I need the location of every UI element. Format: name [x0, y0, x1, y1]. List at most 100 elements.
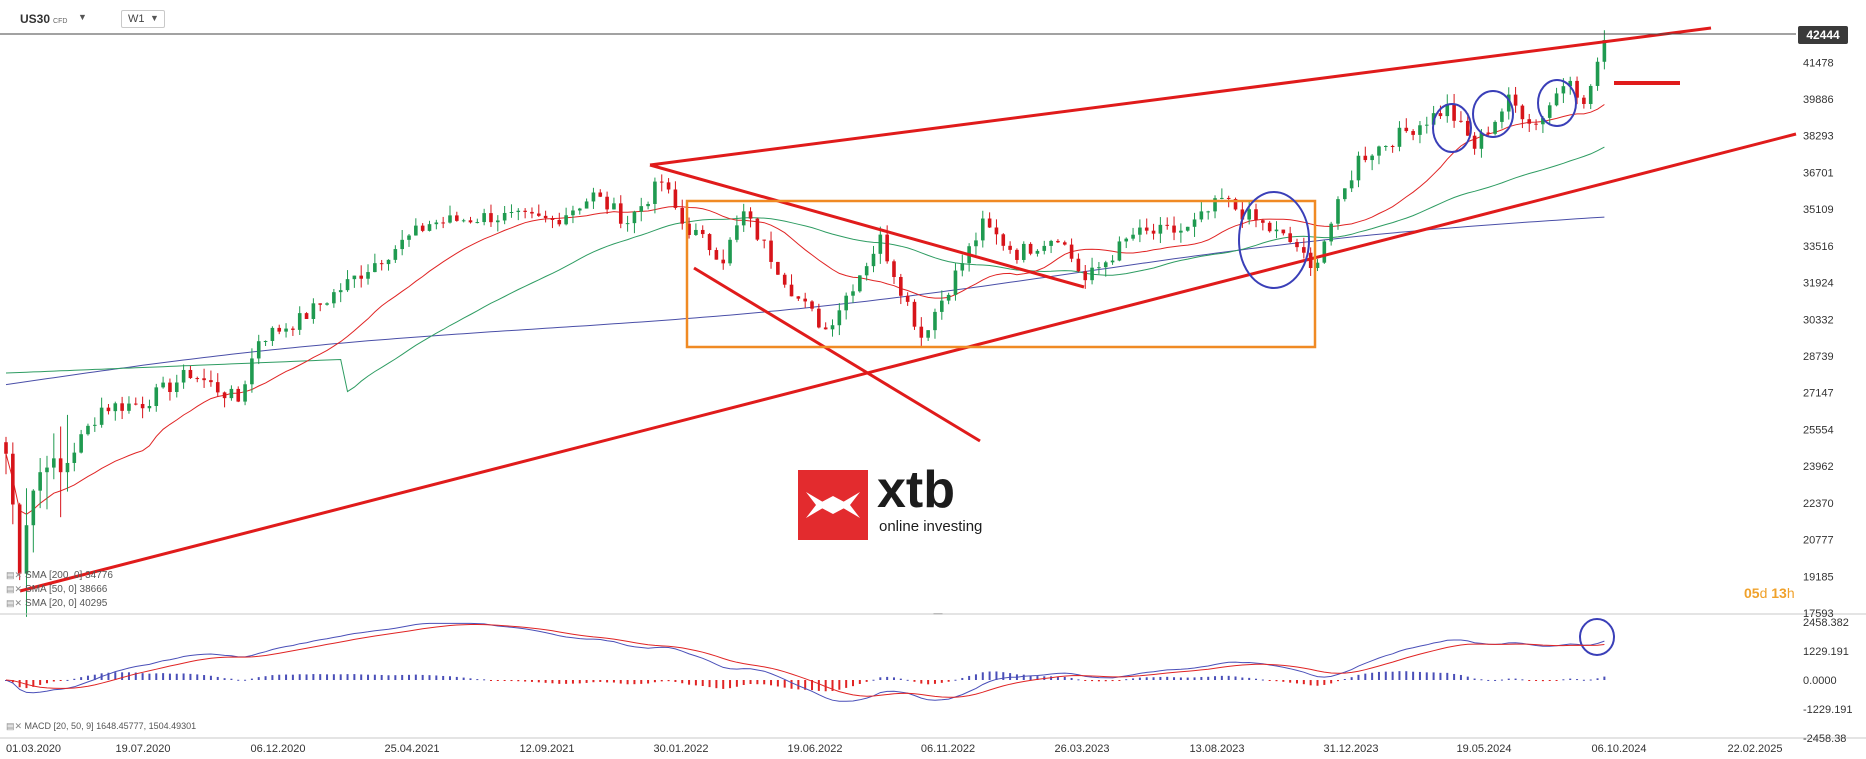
- candle: [1588, 84, 1593, 110]
- macd-panel: [5, 622, 1606, 702]
- candle-body: [461, 220, 466, 222]
- candle: [31, 489, 36, 553]
- candle-body: [1090, 267, 1094, 281]
- macd-histogram-bar: [715, 680, 718, 689]
- macd-histogram-bar: [892, 677, 895, 680]
- candle: [584, 198, 589, 209]
- macd-histogram-bar: [1227, 675, 1230, 680]
- timeframe-selector[interactable]: W1 ▼: [121, 10, 165, 28]
- x-tick-label: 19.07.2020: [115, 743, 170, 755]
- macd-histogram-bar: [1125, 679, 1128, 681]
- x-tick-label: 25.04.2021: [384, 743, 439, 755]
- macd-histogram-bar: [565, 680, 568, 684]
- candle-body: [844, 295, 848, 311]
- candle: [1008, 241, 1012, 254]
- macd-histogram-bar: [619, 680, 622, 684]
- candle-body: [1295, 241, 1299, 248]
- candle-body: [1274, 229, 1279, 232]
- candle: [844, 292, 848, 320]
- macd-histogram-bar: [524, 680, 527, 682]
- legend-sma50[interactable]: ▤✕ SMA [50, 0] 38666: [6, 584, 108, 595]
- candle: [694, 223, 698, 236]
- macd-histogram-bar: [933, 680, 936, 684]
- candle-body: [229, 388, 234, 399]
- candle-body: [550, 218, 555, 220]
- macd-histogram-bar: [312, 674, 315, 680]
- candle-body: [99, 407, 104, 425]
- macd-histogram-bar: [223, 678, 226, 680]
- macd-histogram-bar: [155, 673, 158, 680]
- wedge-upper-trendline: [649, 26, 1712, 167]
- symbol-dropdown-chevron-icon[interactable]: ▼: [78, 12, 87, 22]
- candle-body: [694, 229, 698, 235]
- candle-body: [892, 261, 896, 278]
- candle-body: [420, 225, 425, 231]
- macd-histogram-bar: [1323, 680, 1326, 685]
- macd-histogram-bar: [920, 680, 923, 684]
- candle-body: [1377, 146, 1381, 156]
- candle: [543, 210, 548, 223]
- candle-body: [359, 275, 363, 279]
- candle-body: [1513, 94, 1518, 106]
- candle-body: [45, 467, 49, 473]
- macd-histogram-bar: [414, 674, 417, 680]
- macd-histogram-bar: [940, 680, 943, 683]
- macd-histogram-bar: [332, 674, 335, 680]
- candle: [782, 272, 787, 288]
- candle: [1172, 216, 1176, 241]
- candle-body: [1438, 113, 1443, 117]
- candle-body: [1459, 120, 1463, 122]
- macd-histogram-bar: [1555, 680, 1558, 681]
- candle: [817, 303, 821, 329]
- macd-histogram-bar: [722, 680, 725, 689]
- candle: [1097, 261, 1101, 275]
- candle-body: [441, 222, 445, 224]
- timeframe-chevron-down-icon: ▼: [150, 13, 159, 23]
- legend-sma20[interactable]: ▤✕ SMA [20, 0] 40295: [6, 598, 108, 609]
- candle: [174, 374, 179, 398]
- pullback-ellipse: [1537, 79, 1577, 127]
- macd-histogram-bar: [408, 674, 411, 680]
- candle: [482, 208, 486, 226]
- candle: [509, 204, 514, 218]
- candle: [1582, 95, 1586, 109]
- macd-histogram-bar: [93, 674, 96, 680]
- candle: [373, 253, 377, 273]
- candle: [646, 201, 650, 210]
- candle-body: [789, 284, 794, 297]
- legend-sma200[interactable]: ▤✕ SMA [200, 0] 34776: [6, 570, 113, 581]
- candle-body: [960, 263, 965, 271]
- symbol-selector[interactable]: US30 CFD: [20, 12, 67, 26]
- legend-macd[interactable]: ▤✕ MACD [20, 50, 9] 1648.45777, 1504.493…: [6, 721, 197, 731]
- candle-body: [1472, 135, 1477, 149]
- candle: [769, 231, 773, 269]
- macd-histogram-bar: [879, 677, 882, 680]
- macd-histogram-bar: [1377, 671, 1380, 680]
- macd-histogram-bar: [612, 680, 615, 683]
- candle-body: [980, 218, 985, 241]
- candle-body: [502, 212, 507, 221]
- candle: [1370, 154, 1374, 171]
- candle: [427, 220, 432, 232]
- candle: [202, 368, 206, 388]
- macd-histogram-bar: [32, 680, 35, 687]
- candle: [571, 205, 575, 224]
- candle: [1062, 240, 1067, 246]
- candle: [420, 223, 425, 233]
- macd-histogram-bar: [571, 680, 574, 684]
- macd-histogram-bar: [18, 680, 21, 688]
- candle: [755, 217, 760, 242]
- candle: [940, 290, 944, 320]
- candle: [1472, 132, 1477, 155]
- y-tick-label: 33516: [1803, 241, 1834, 253]
- candle: [1534, 119, 1538, 131]
- macd-histogram-bar: [592, 680, 595, 683]
- macd-histogram-bar: [1029, 675, 1032, 680]
- candle: [1049, 239, 1053, 254]
- candle-body: [605, 196, 609, 210]
- candle: [250, 348, 254, 393]
- candle-body: [127, 403, 131, 411]
- candle: [605, 191, 609, 215]
- candle-body: [188, 369, 193, 379]
